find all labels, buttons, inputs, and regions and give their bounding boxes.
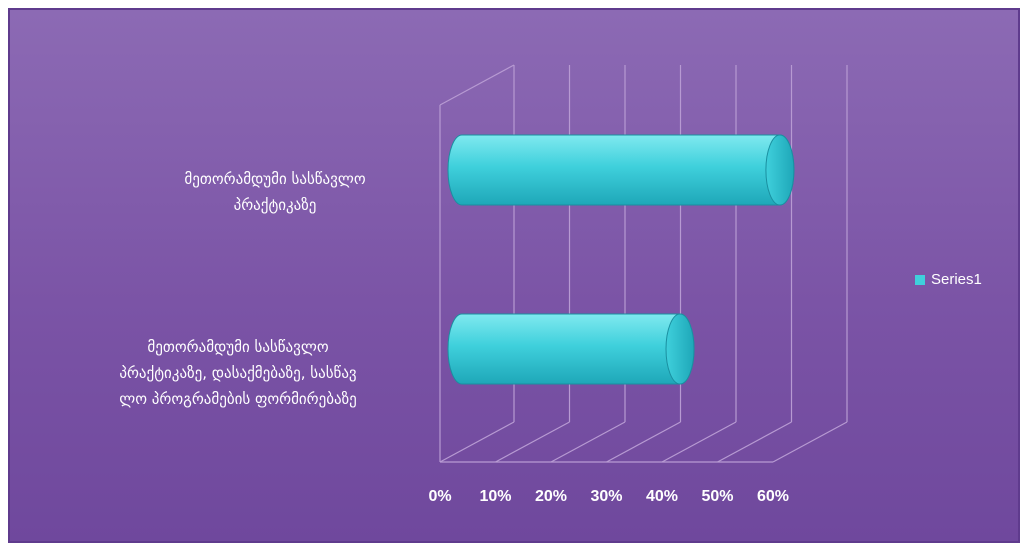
x-tick-label-5: 50% [701,488,733,505]
category-label-2: მეთორამდუმი სასწავლო პრაქტიკაზე, დასაქმე… [119,338,357,408]
side-wall-top [439,64,515,106]
x-tick-label-4: 40% [646,488,678,505]
x-tick-label-6: 60% [757,488,789,505]
bar-1 [447,313,695,385]
x-tick-label-1: 10% [479,488,511,505]
bar-cap-1 [665,313,695,385]
chart-legend: Series1 [915,271,982,288]
gridline-floor-2 [550,421,626,463]
x-tick-label-2: 20% [535,488,567,505]
gridline-floor-3 [606,421,681,463]
gridline-floor-4 [661,421,737,463]
gridline-floor-1 [495,421,570,463]
x-tick-label-3: 30% [590,488,622,505]
legend-label-series1: Series1 [931,271,982,288]
gridline-floor-0 [439,421,515,463]
bar-cap-0 [765,134,795,206]
legend-swatch-series1 [915,274,925,285]
gridline-floor-6 [772,421,848,463]
bar-0 [447,134,795,206]
gridline-floor-5 [717,421,792,463]
category-label-1: მეთორამდუმი სასწავლო პრაქტიკაზე [184,170,366,214]
x-tick-label-0: 0% [428,488,451,505]
